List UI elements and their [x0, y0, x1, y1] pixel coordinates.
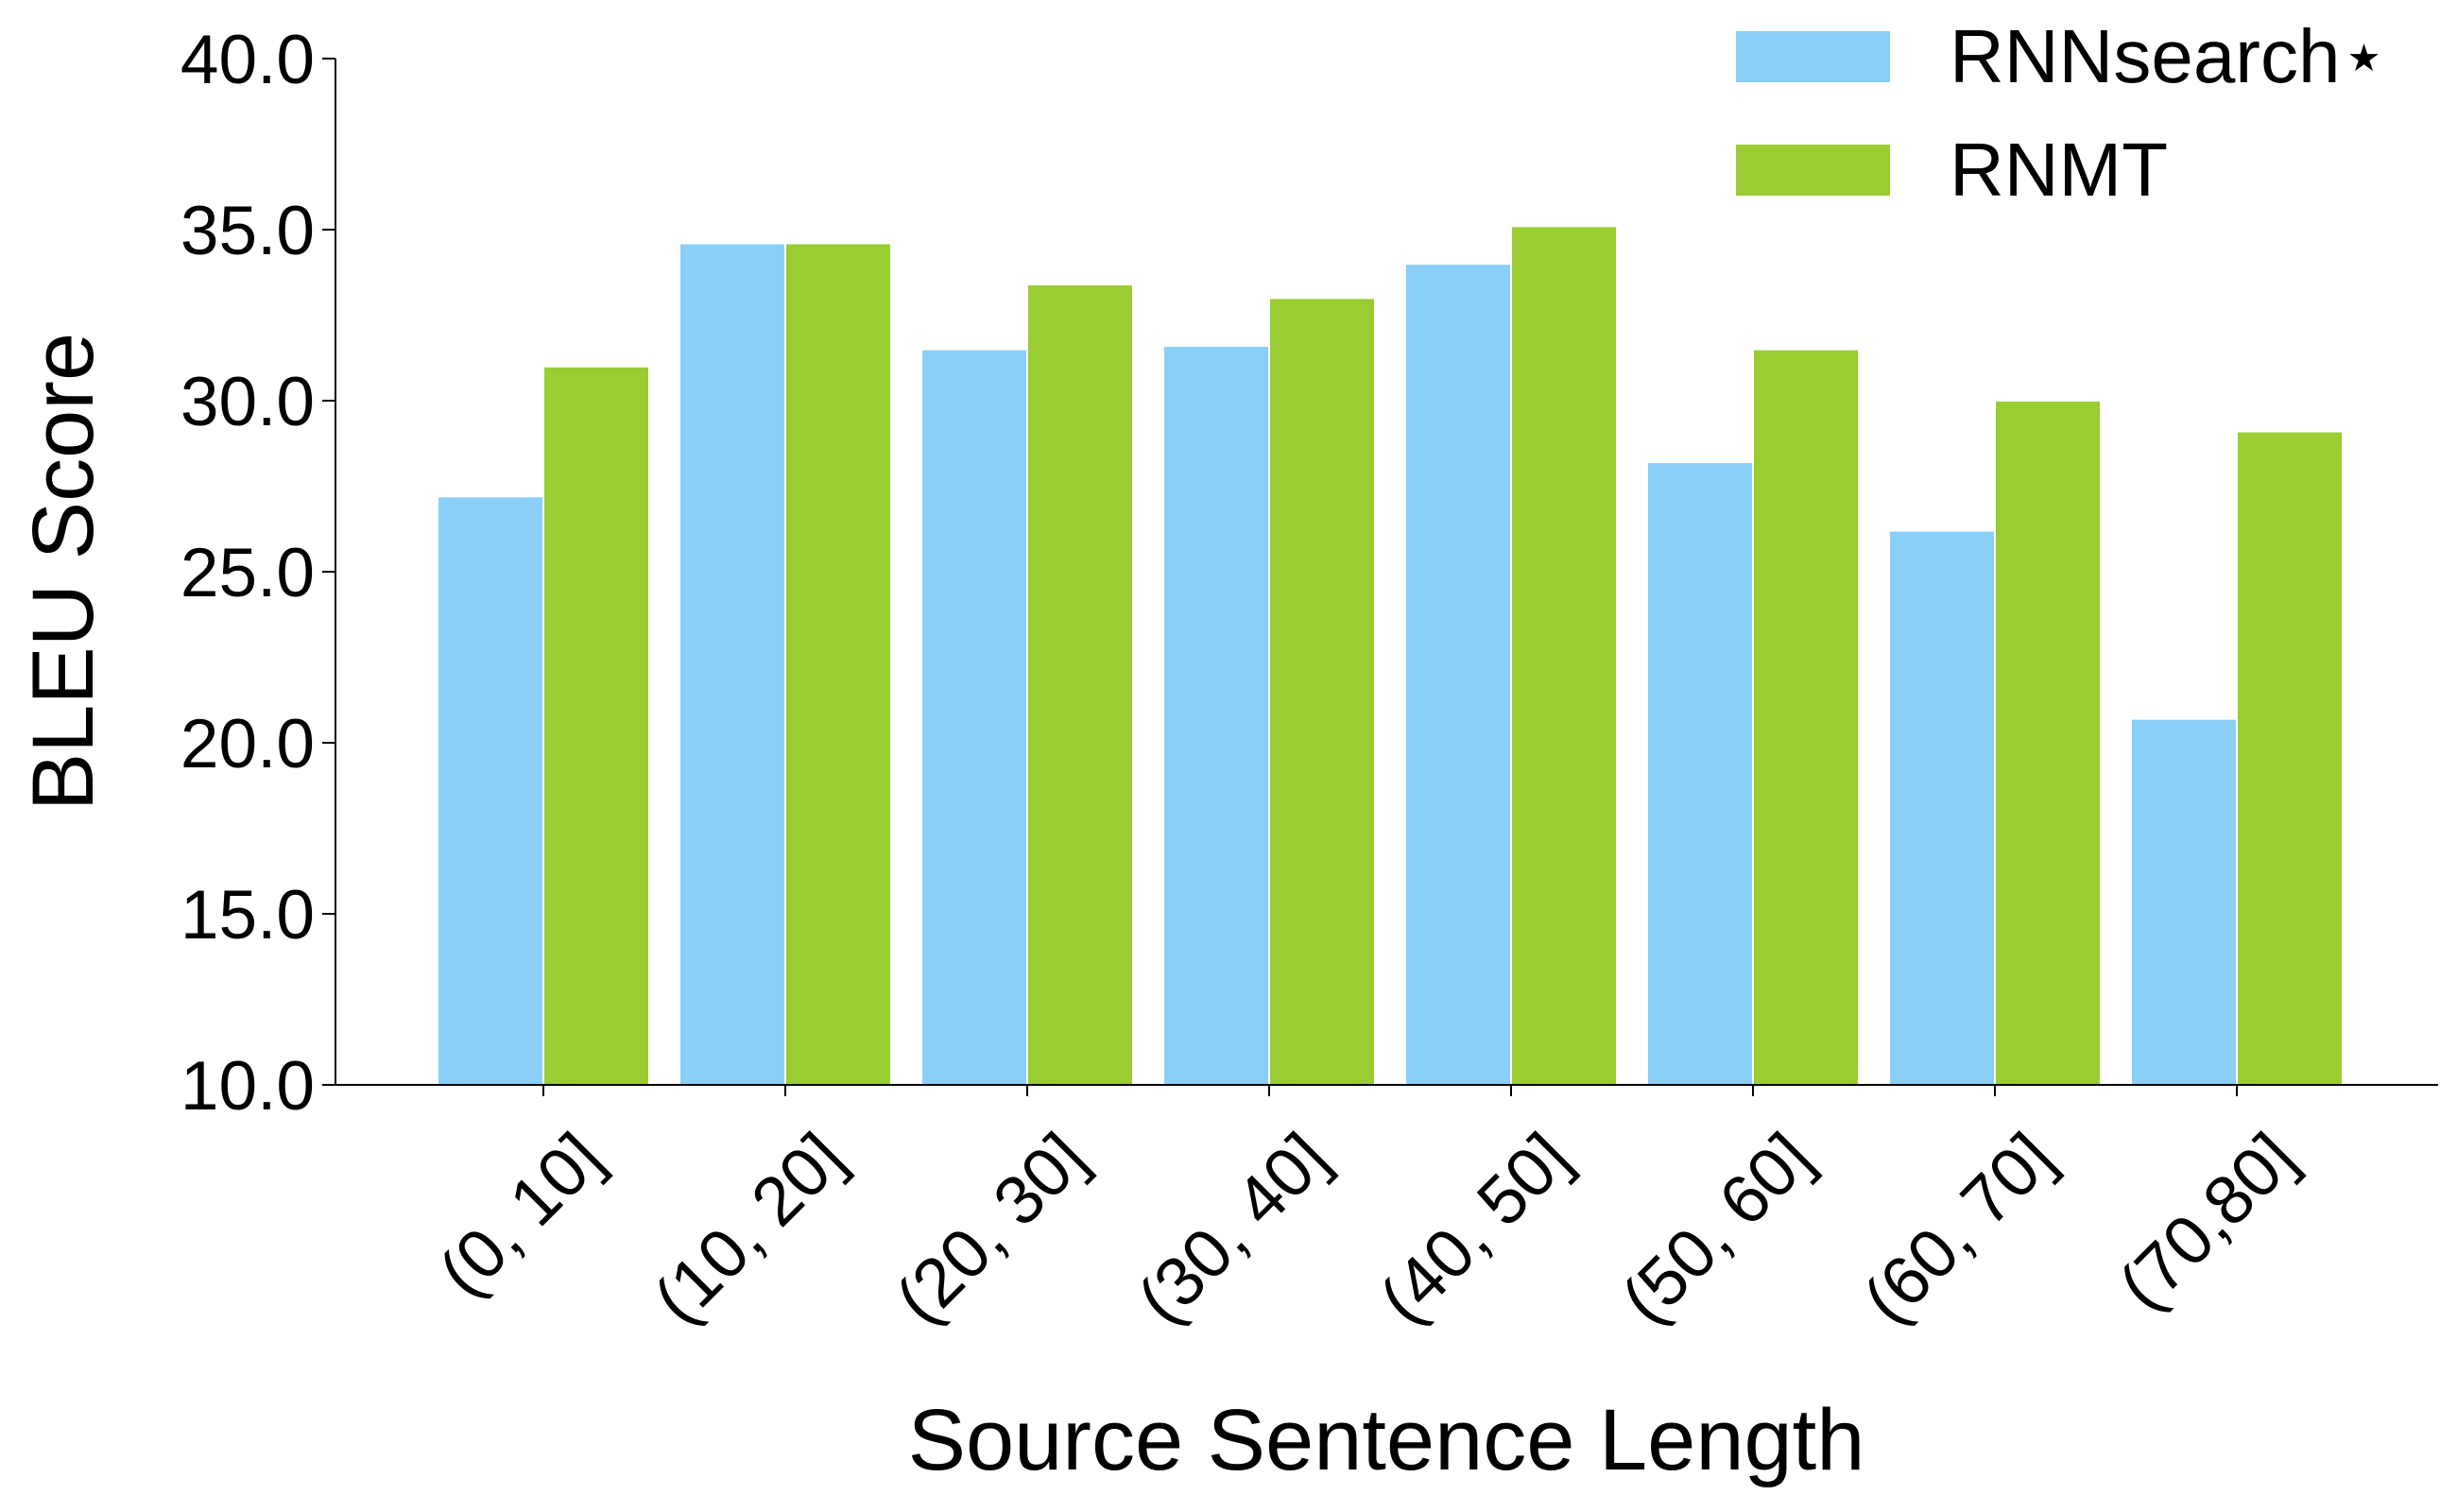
bar — [437, 495, 544, 1086]
legend-label: RNMT — [1950, 128, 2168, 212]
bar — [784, 242, 892, 1087]
y-tick-label: 25.0 — [180, 535, 315, 611]
y-tick-label: 10.0 — [180, 1048, 315, 1125]
bar — [1162, 345, 1270, 1086]
legend-label: RNNsearch⋆ — [1950, 14, 2388, 98]
x-tick-label: (10, 20] — [640, 1119, 859, 1338]
y-tick-label: 35.0 — [180, 193, 315, 269]
bar — [542, 365, 650, 1086]
x-tick-label: (70,80] — [2105, 1119, 2311, 1325]
bar — [920, 348, 1028, 1086]
bar — [1646, 461, 1754, 1087]
y-axis-title: BLEU Score — [15, 333, 112, 811]
y-tick-label: 20.0 — [180, 706, 315, 782]
x-tick-label: (20, 30] — [882, 1119, 1101, 1338]
x-tick-label: (0, 10] — [424, 1119, 617, 1312]
x-tick-label: (50, 60] — [1607, 1119, 1827, 1338]
bar — [1404, 263, 1512, 1086]
legend-swatch — [1736, 31, 1890, 82]
x-tick-label: (30, 40] — [1124, 1119, 1343, 1338]
y-tick-label: 15.0 — [180, 877, 315, 954]
legend-swatch — [1736, 145, 1890, 196]
bar — [1268, 297, 1376, 1086]
y-tick-label: 40.0 — [180, 22, 315, 98]
x-tick-label: (40, 50] — [1366, 1119, 1585, 1338]
bar — [679, 242, 786, 1087]
x-axis-title: Source Sentence Length — [908, 1392, 1865, 1488]
bar — [1510, 225, 1618, 1086]
bar — [1994, 400, 2102, 1086]
bar — [1026, 283, 1134, 1087]
x-tick-label: (60, 70] — [1849, 1119, 2069, 1338]
bar — [1888, 529, 1996, 1086]
bar — [2130, 717, 2238, 1086]
bar — [2236, 430, 2344, 1086]
bar — [1752, 348, 1860, 1086]
y-tick-label: 30.0 — [180, 364, 315, 440]
